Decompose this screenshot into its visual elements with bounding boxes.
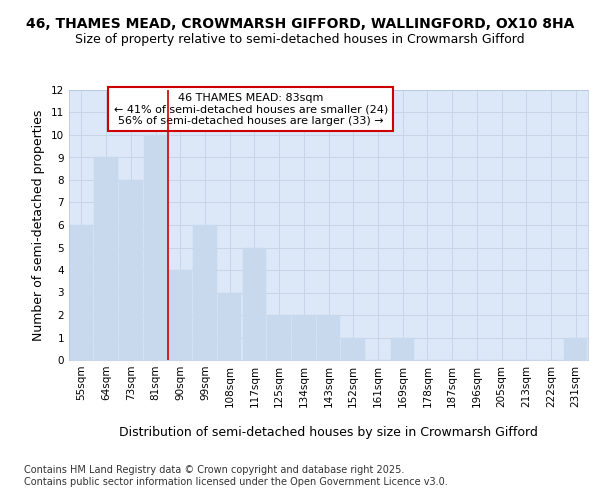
Bar bbox=[193, 225, 217, 360]
Bar bbox=[94, 158, 118, 360]
Bar bbox=[564, 338, 587, 360]
Bar bbox=[119, 180, 143, 360]
Bar bbox=[70, 225, 93, 360]
Bar bbox=[341, 338, 365, 360]
Text: Size of property relative to semi-detached houses in Crowmarsh Gifford: Size of property relative to semi-detach… bbox=[75, 32, 525, 46]
Bar bbox=[292, 315, 316, 360]
Text: 46, THAMES MEAD, CROWMARSH GIFFORD, WALLINGFORD, OX10 8HA: 46, THAMES MEAD, CROWMARSH GIFFORD, WALL… bbox=[26, 18, 574, 32]
Bar bbox=[391, 338, 415, 360]
Bar bbox=[317, 315, 340, 360]
Bar bbox=[242, 248, 266, 360]
Text: 46 THAMES MEAD: 83sqm
← 41% of semi-detached houses are smaller (24)
56% of semi: 46 THAMES MEAD: 83sqm ← 41% of semi-deta… bbox=[113, 92, 388, 126]
Text: Contains HM Land Registry data © Crown copyright and database right 2025.
Contai: Contains HM Land Registry data © Crown c… bbox=[24, 465, 448, 486]
Bar bbox=[268, 315, 291, 360]
Bar bbox=[144, 135, 167, 360]
Text: Distribution of semi-detached houses by size in Crowmarsh Gifford: Distribution of semi-detached houses by … bbox=[119, 426, 538, 439]
Bar bbox=[169, 270, 192, 360]
Bar bbox=[218, 292, 241, 360]
Y-axis label: Number of semi-detached properties: Number of semi-detached properties bbox=[32, 110, 46, 340]
